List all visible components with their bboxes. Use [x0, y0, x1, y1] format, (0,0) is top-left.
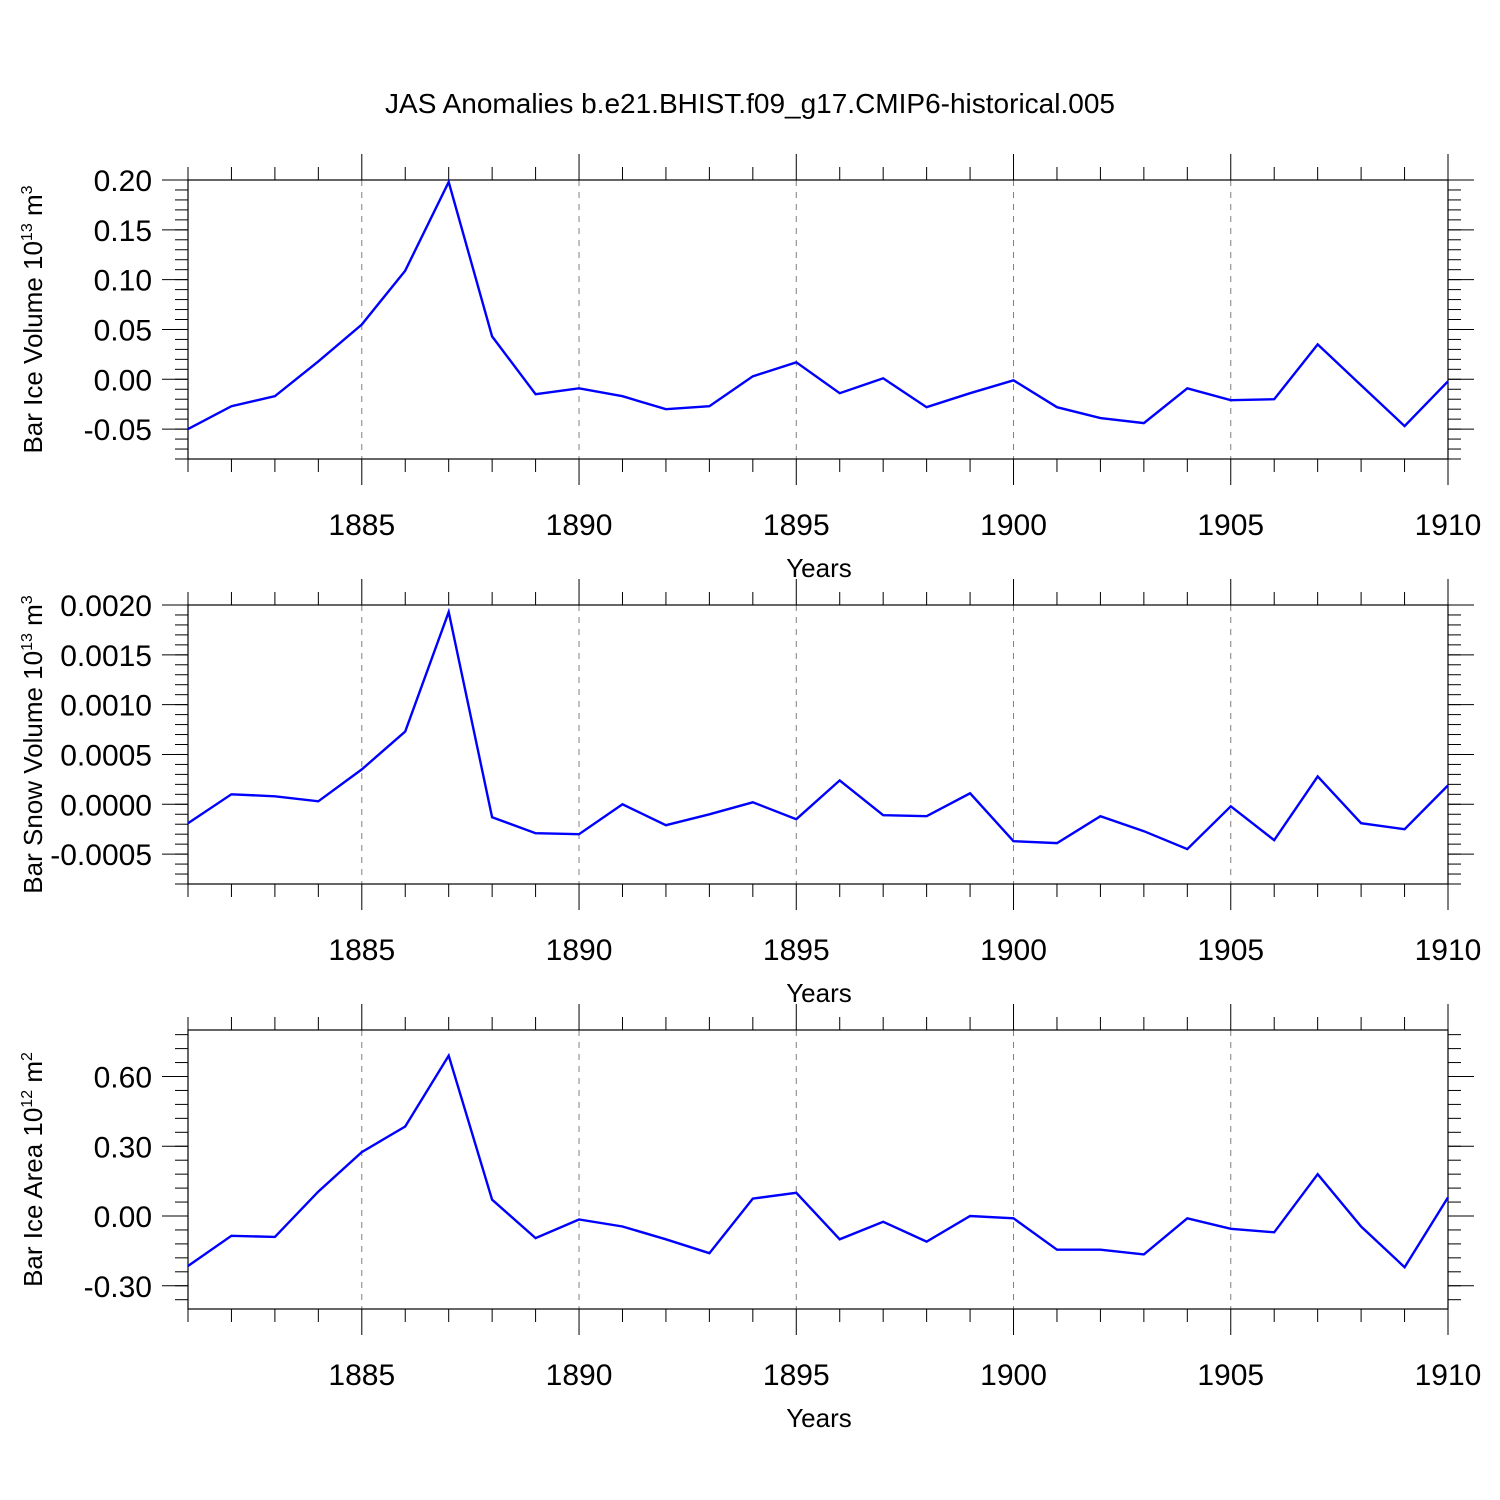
y-tick-label: -0.30: [84, 1271, 152, 1304]
x-tick-label: 1885: [328, 509, 395, 542]
y-tick-label: 0.15: [94, 215, 152, 248]
chart-panel-3: -0.30 0.00 0.30 0.60 1885 1890 1895 1900 1905 191…: [18, 1004, 1481, 1433]
x-axis-label: Years: [786, 978, 852, 1008]
x-axis-label: Years: [786, 1403, 852, 1433]
x-tick-label: 1900: [980, 934, 1047, 967]
x-tick-label: 1890: [546, 1359, 613, 1392]
y-tick-label: 0.0005: [60, 739, 152, 772]
x-tick-label: 1900: [980, 1359, 1047, 1392]
x-tick-label: 1905: [1197, 1359, 1264, 1392]
y-axis-label: Bar Snow Volume 1013 m3: [18, 595, 48, 894]
x-tick-label: 1895: [763, 934, 830, 967]
y-tick-label: 0.00: [94, 1201, 152, 1234]
x-tick-label: 1885: [328, 934, 395, 967]
y-tick-label: 0.10: [94, 265, 152, 298]
y-axis-label: Bar Ice Area 1012 m2: [18, 1052, 48, 1287]
x-tick-label: 1895: [763, 1359, 830, 1392]
x-tick-label: 1910: [1415, 934, 1482, 967]
y-tick-label: 0.60: [94, 1062, 152, 1095]
plot-frame: [187, 179, 1449, 460]
y-tick-label: 0.00: [94, 364, 152, 397]
y-tick-label: 0.0000: [60, 789, 152, 822]
x-tick-label: 1910: [1415, 1359, 1482, 1392]
y-tick-label: 0.30: [94, 1131, 152, 1164]
y-tick-label: 0.0020: [60, 590, 152, 623]
plot-frame: [187, 604, 1449, 885]
x-tick-label: 1885: [328, 1359, 395, 1392]
y-tick-label: 0.05: [94, 314, 152, 347]
y-tick-label: 0.0015: [60, 640, 152, 673]
x-axis-label: Years: [786, 553, 852, 583]
y-tick-label: -0.05: [84, 414, 152, 447]
x-tick-label: 1905: [1197, 934, 1264, 967]
plot-frame: [187, 1029, 1449, 1310]
x-tick-label: 1890: [546, 509, 613, 542]
page-title: JAS Anomalies b.e21.BHIST.f09_g17.CMIP6-…: [385, 88, 1115, 119]
x-tick-label: 1910: [1415, 509, 1482, 542]
y-tick-label: 0.0010: [60, 690, 152, 723]
y-tick-label: 0.20: [94, 165, 152, 198]
y-axis-label: Bar Ice Volume 1013 m3: [18, 185, 48, 453]
x-tick-label: 1905: [1197, 509, 1264, 542]
series-line: [187, 607, 1449, 851]
x-tick-label: 1900: [980, 509, 1047, 542]
x-tick-label: 1890: [546, 934, 613, 967]
series-line: [187, 178, 1449, 431]
series-line: [187, 1052, 1450, 1270]
y-tick-label: -0.0005: [50, 839, 152, 872]
x-tick-label: 1895: [763, 509, 830, 542]
chart-panel-2: -0.0005 0.0000 0.0005 0.0010 0.0015 0.0020 188…: [18, 579, 1481, 1008]
chart-panel-1: -0.05 0.00 0.05 0.10 0.15 0.20 1885 1890 1895 190…: [18, 154, 1481, 583]
